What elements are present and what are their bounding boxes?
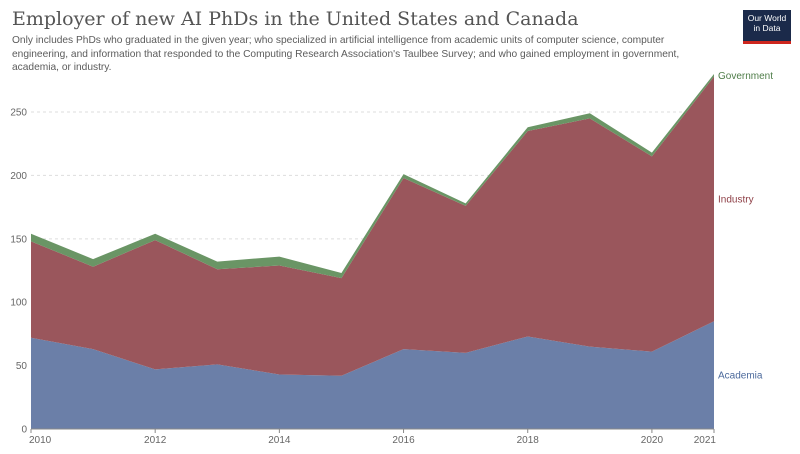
y-axis: 0 50 100 150 200 250	[10, 108, 27, 436]
owid-logo[interactable]: Our World in Data	[743, 10, 791, 44]
x-tick-label: 2021	[694, 435, 717, 446]
x-tick-label: 2012	[144, 435, 167, 446]
series-label-academia: Academia	[718, 371, 763, 382]
x-tick-label: 2020	[641, 435, 664, 446]
area-government[interactable]	[31, 74, 714, 279]
area-academia[interactable]	[31, 321, 714, 429]
series-label-industry: Industry	[718, 194, 754, 205]
x-tick-label: 2010	[29, 435, 52, 446]
logo-line-2: in Data	[753, 22, 781, 33]
series-labels: Academia Industry Government	[718, 71, 773, 382]
x-tick-label: 2016	[392, 435, 415, 446]
x-tick-label: 2014	[268, 435, 291, 446]
y-tick-label: 250	[10, 108, 27, 119]
x-tick-label: 2018	[517, 435, 540, 446]
y-tick-label: 200	[10, 171, 27, 182]
y-tick-label: 0	[21, 425, 27, 436]
area-industry[interactable]	[31, 76, 714, 376]
series-label-government: Government	[718, 71, 773, 82]
x-axis: 2010 2012 2014 2016 2018 2020 2021	[29, 428, 717, 446]
y-tick-label: 100	[10, 298, 27, 309]
y-tick-label: 50	[16, 361, 28, 372]
chart-subtitle: Only includes PhDs who graduated in the …	[12, 35, 680, 73]
logo-line-1: Our World	[747, 13, 787, 23]
y-tick-label: 150	[10, 234, 27, 245]
area-series	[31, 74, 714, 429]
chart-title: Employer of new AI PhDs in the United St…	[12, 8, 579, 30]
